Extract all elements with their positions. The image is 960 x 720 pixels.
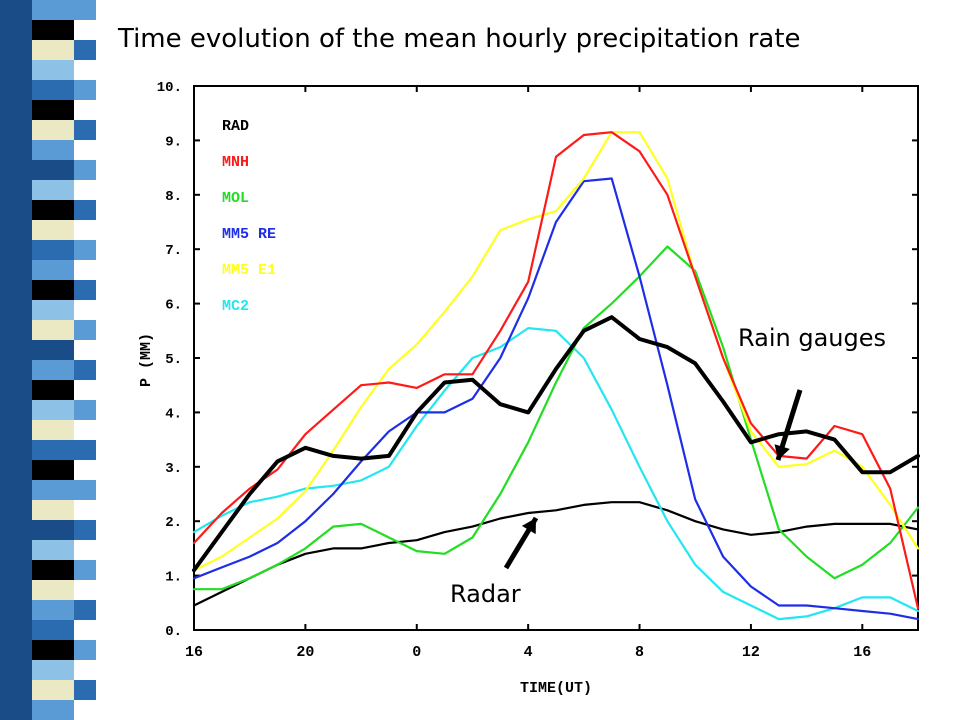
stripe-block bbox=[74, 560, 96, 580]
slide-title: Time evolution of the mean hourly precip… bbox=[118, 24, 801, 54]
y-tick-label: 5. bbox=[165, 352, 182, 368]
stripe-block bbox=[74, 320, 96, 340]
stripe-block bbox=[32, 580, 74, 601]
stripe-block bbox=[32, 200, 74, 221]
stripe-block bbox=[32, 160, 74, 181]
stripe-block bbox=[74, 640, 96, 660]
x-tick-label: 16 bbox=[853, 644, 871, 661]
stripe-block bbox=[74, 0, 96, 20]
stripe-block bbox=[74, 120, 96, 140]
plot-area-frame bbox=[193, 85, 919, 631]
stripe-block bbox=[32, 640, 74, 661]
series-line-mol bbox=[192, 245, 920, 591]
stripe-block bbox=[32, 260, 74, 281]
stripe-block bbox=[74, 400, 96, 420]
stripe-block bbox=[74, 240, 96, 260]
stripe-block bbox=[32, 140, 74, 161]
x-tick-label: 12 bbox=[742, 644, 760, 661]
y-tick-label: 2. bbox=[165, 515, 182, 531]
stripe-block bbox=[74, 600, 96, 620]
legend-entry: MC2 bbox=[222, 298, 249, 315]
x-tick-label: 16 bbox=[185, 644, 203, 661]
stripe-block bbox=[32, 100, 74, 121]
legend-entry: MOL bbox=[222, 190, 249, 207]
stripe-outer-band bbox=[0, 0, 32, 720]
radar-arrow-head bbox=[521, 518, 536, 535]
stripe-block bbox=[32, 300, 74, 321]
stripe-block bbox=[32, 420, 74, 441]
x-tick-label: 4 bbox=[524, 644, 533, 661]
legend-entry: RAD bbox=[222, 118, 249, 135]
stripe-block bbox=[32, 20, 74, 41]
stripe-block bbox=[32, 40, 74, 61]
stripe-block bbox=[32, 680, 74, 701]
stripe-block bbox=[32, 480, 74, 501]
x-tick-label: 8 bbox=[635, 644, 644, 661]
rain-gauges-arrow-head bbox=[774, 444, 790, 460]
stripe-block bbox=[32, 120, 74, 141]
y-tick-label: 7. bbox=[165, 243, 182, 259]
stripe-block bbox=[32, 320, 74, 341]
stripe-block bbox=[32, 600, 74, 621]
stripe-block bbox=[32, 240, 74, 261]
stripe-block bbox=[74, 520, 96, 540]
series-line-mnh bbox=[192, 131, 920, 610]
stripe-block bbox=[32, 540, 74, 561]
stripe-block bbox=[32, 220, 74, 241]
stripe-block bbox=[74, 480, 96, 500]
stripe-block bbox=[32, 660, 74, 681]
legend-entry: MM5 E1 bbox=[222, 262, 276, 279]
y-tick-label: 0. bbox=[165, 624, 182, 640]
stripe-block bbox=[32, 500, 74, 521]
stripe-block bbox=[32, 340, 74, 361]
stripe-block bbox=[74, 80, 96, 100]
series-line-mc2 bbox=[192, 327, 920, 621]
series-line-radar bbox=[192, 501, 920, 607]
series-line-rad bbox=[192, 315, 920, 573]
series-line-mm5-e1 bbox=[192, 131, 920, 572]
stripe-block bbox=[74, 280, 96, 300]
y-tick-label: 3. bbox=[165, 461, 182, 477]
y-tick-label: 10. bbox=[157, 80, 182, 96]
y-tick-label: 4. bbox=[165, 406, 182, 422]
stripe-block bbox=[32, 80, 74, 101]
y-tick-label: 9. bbox=[165, 134, 182, 150]
rain-gauges-annotation: Rain gauges bbox=[738, 324, 887, 352]
radar-annotation: Radar bbox=[450, 580, 521, 608]
stripe-block bbox=[32, 700, 74, 720]
x-tick-label: 0 bbox=[412, 644, 421, 661]
stripe-block bbox=[32, 520, 74, 541]
stripe-block bbox=[32, 400, 74, 421]
stripe-block bbox=[32, 440, 74, 461]
stripe-block bbox=[32, 360, 74, 381]
legend-entry: MNH bbox=[222, 154, 249, 171]
legend-entry: MM5 RE bbox=[222, 226, 276, 243]
stripe-block bbox=[32, 380, 74, 401]
stripe-block bbox=[32, 620, 74, 641]
stripe-block bbox=[74, 200, 96, 220]
stripe-block bbox=[74, 160, 96, 180]
y-tick-label: 8. bbox=[165, 189, 182, 205]
x-axis-label: TIME(UT) bbox=[520, 680, 592, 697]
stripe-block bbox=[74, 680, 96, 700]
x-tick-label: 20 bbox=[296, 644, 314, 661]
y-tick-label: 6. bbox=[165, 298, 182, 314]
decorative-stripe bbox=[0, 0, 110, 720]
stripe-block bbox=[32, 460, 74, 481]
stripe-block bbox=[74, 40, 96, 60]
series-line-mm5-re bbox=[192, 177, 920, 621]
stripe-block bbox=[32, 60, 74, 81]
stripe-block bbox=[32, 0, 74, 21]
stripe-block bbox=[74, 360, 96, 380]
stripe-block bbox=[32, 180, 74, 201]
stripe-block bbox=[74, 440, 96, 460]
y-tick-label: 1. bbox=[165, 570, 182, 586]
stripe-block bbox=[32, 280, 74, 301]
stripe-block bbox=[32, 560, 74, 581]
y-axis-label: P (MM) bbox=[138, 333, 155, 387]
